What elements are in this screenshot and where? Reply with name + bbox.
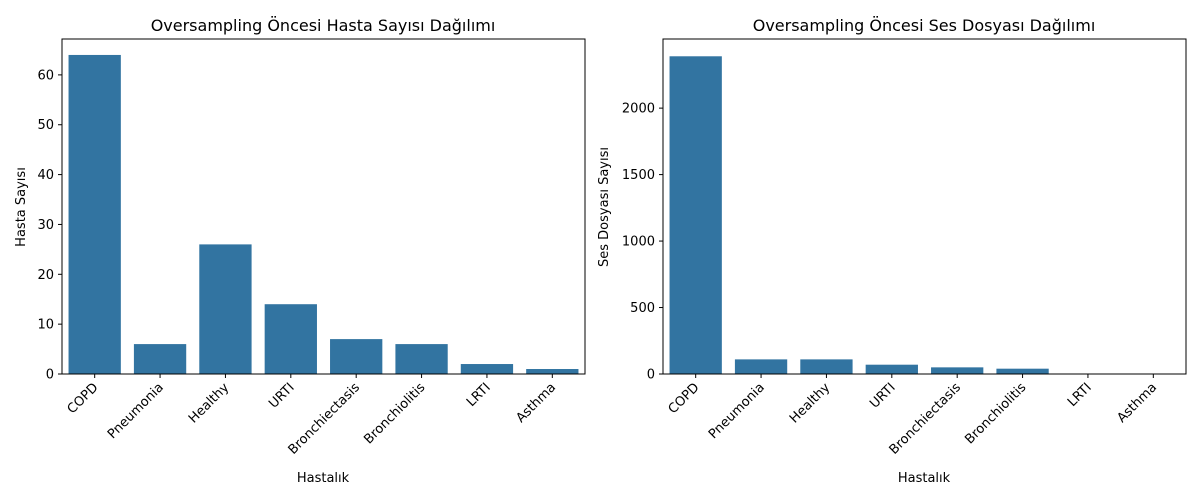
x-tick-label: Bronchiolitis xyxy=(962,380,1029,447)
y-axis-label: Hasta Sayısı xyxy=(14,167,29,247)
y-tick-label: 500 xyxy=(630,301,655,316)
y-tick-label: 30 xyxy=(37,218,54,233)
y-ticks: 0 10 20 30 40 50 60 xyxy=(37,68,62,383)
x-axis-label: Hastalık xyxy=(898,471,951,486)
bar-bronchiectasis xyxy=(330,339,383,374)
bars xyxy=(669,56,1180,375)
x-tick-label: Bronchiectasis xyxy=(286,380,364,458)
y-tick-label: 0 xyxy=(647,368,655,383)
x-axis-label: Hastalık xyxy=(297,471,350,486)
x-ticks: COPD Pneumonia Healthy URTIBronchiectasisBr… xyxy=(666,374,1160,458)
chart-title: Oversampling Öncesi Ses Dosyası Dağılımı xyxy=(753,16,1096,35)
bar-copd xyxy=(68,54,121,374)
x-tick-label: COPD xyxy=(65,380,102,417)
chart-patients: Oversampling Öncesi Hasta Sayısı Dağılım… xyxy=(14,16,586,486)
y-tick-label: 1500 xyxy=(622,168,655,183)
y-tick-label: 50 xyxy=(37,118,54,133)
x-tick-label: Healthy xyxy=(186,380,232,426)
bar-bronchiolitis xyxy=(395,344,448,374)
bar-lrti xyxy=(460,364,514,374)
y-ticks: 0 500 1000 1500 2000 xyxy=(622,102,663,383)
bar-healthy xyxy=(800,359,853,374)
x-tick-label: Asthma xyxy=(1114,380,1160,426)
chart-sound-files: Oversampling Öncesi Ses Dosyası Dağılımı… xyxy=(597,16,1187,486)
bar-bronchiectasis xyxy=(931,367,984,374)
x-ticks: COPD Pneumonia Healthy URTIBronchiectasisBr… xyxy=(65,374,559,458)
y-tick-label: 1000 xyxy=(622,235,655,250)
x-tick-label: LRTI xyxy=(464,380,494,410)
x-tick-label: LRTI xyxy=(1065,380,1095,410)
bar-copd xyxy=(669,56,722,375)
y-tick-label: 10 xyxy=(37,318,54,333)
x-tick-label: COPD xyxy=(666,380,703,417)
x-tick-label: URTI xyxy=(266,380,297,411)
y-tick-label: 2000 xyxy=(622,102,655,117)
y-tick-label: 60 xyxy=(37,68,54,83)
x-tick-label: Healthy xyxy=(787,380,833,426)
bar-bronchiolitis xyxy=(996,368,1049,374)
x-tick-label: URTI xyxy=(867,380,898,411)
y-axis-label: Ses Dosyası Sayısı xyxy=(597,147,612,267)
y-tick-label: 40 xyxy=(37,168,54,183)
chart-title: Oversampling Öncesi Hasta Sayısı Dağılım… xyxy=(151,16,496,35)
y-tick-label: 20 xyxy=(37,268,54,283)
plot-frame xyxy=(61,38,586,375)
x-tick-label: Asthma xyxy=(513,380,559,426)
x-tick-label: Pneumonia xyxy=(706,380,768,442)
bar-urti xyxy=(865,364,918,374)
bars xyxy=(68,54,579,374)
x-tick-label: Pneumonia xyxy=(105,380,167,442)
bar-urti xyxy=(264,304,317,374)
x-tick-label: Bronchiolitis xyxy=(361,380,428,447)
x-tick-label: Bronchiectasis xyxy=(887,380,965,458)
y-tick-label: 0 xyxy=(46,368,54,383)
bar-pneumonia xyxy=(133,344,187,374)
plot-frame xyxy=(662,38,1187,375)
bar-pneumonia xyxy=(734,359,788,374)
bar-asthma xyxy=(526,369,579,374)
bar-healthy xyxy=(199,244,252,374)
